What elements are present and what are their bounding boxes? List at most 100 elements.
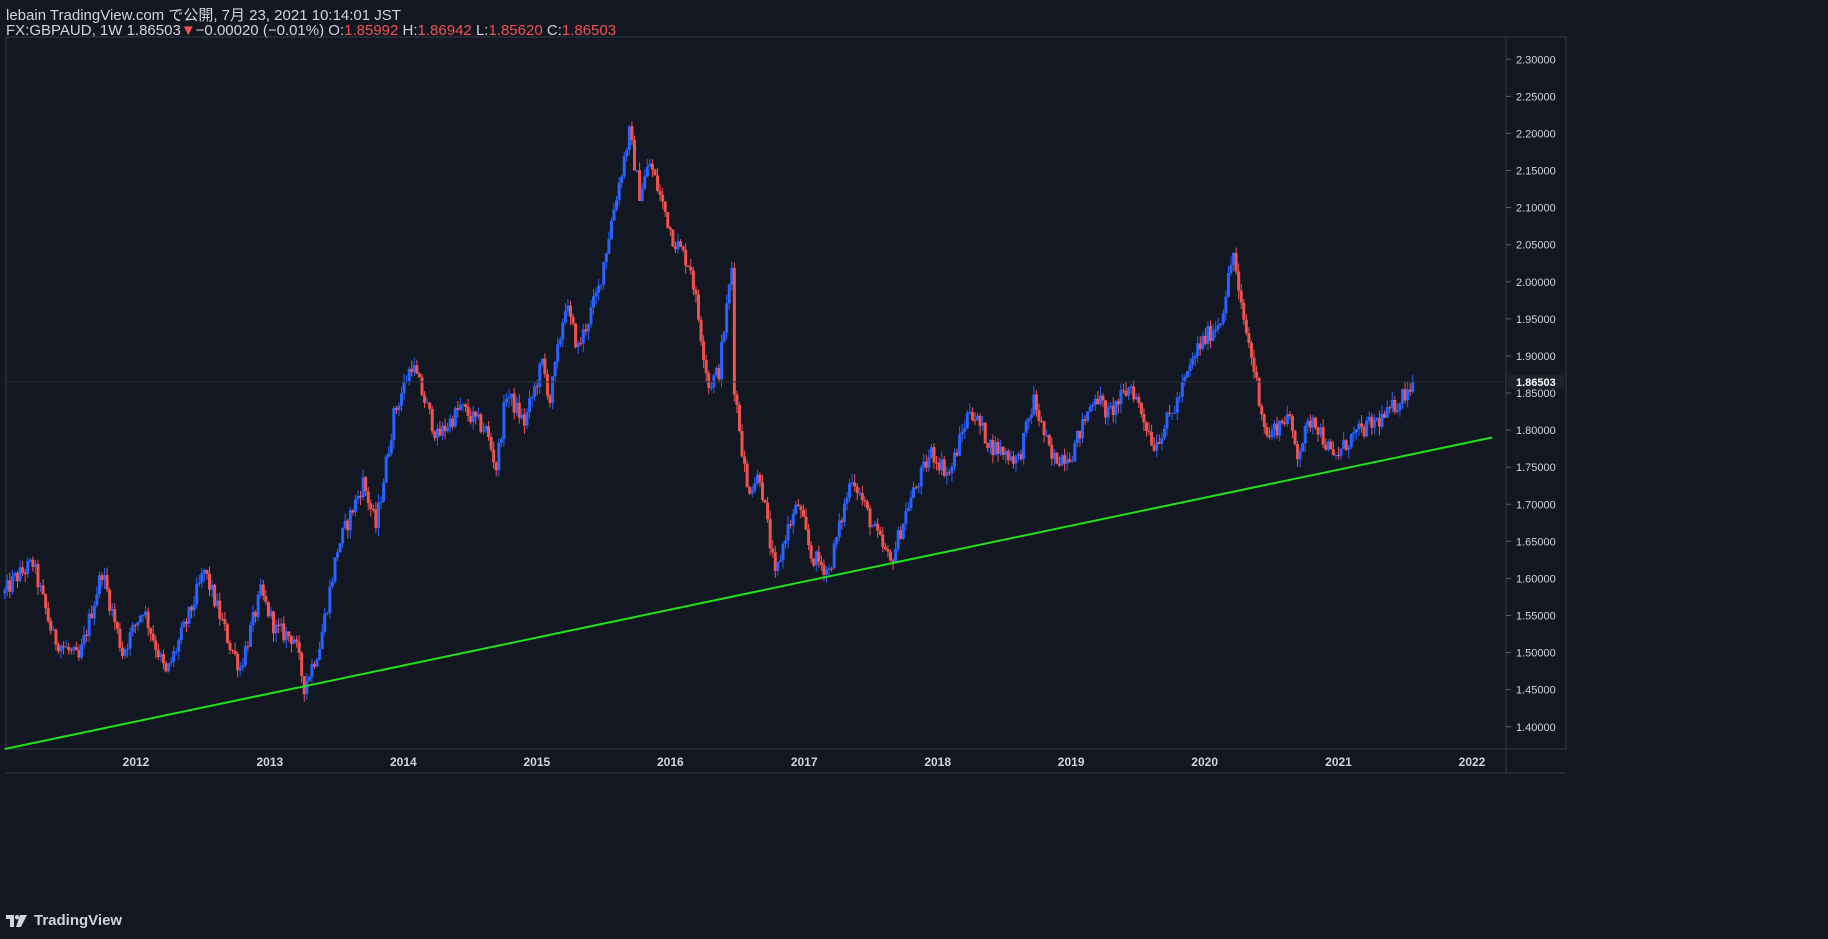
support-trendline[interactable] xyxy=(4,436,1493,750)
candle-body xyxy=(1255,371,1259,378)
candle-body xyxy=(976,415,980,421)
candle-body xyxy=(640,188,644,201)
candle-body xyxy=(860,493,864,501)
candle-body xyxy=(292,639,296,644)
candle-body xyxy=(571,316,575,324)
price-tick-label: 1.90000 xyxy=(1516,351,1556,363)
candle-body xyxy=(1262,414,1266,428)
time-tick-label: 2017 xyxy=(791,755,818,769)
brand-logo[interactable]: TradingView xyxy=(6,912,122,929)
candle-body xyxy=(402,381,406,394)
candle-body xyxy=(51,629,55,631)
candle-body xyxy=(753,483,757,491)
candle-body xyxy=(1016,454,1020,456)
candle-body xyxy=(599,284,603,286)
candle-body xyxy=(917,486,921,488)
candle-body xyxy=(369,503,373,509)
candle-body xyxy=(592,296,596,308)
candle-body xyxy=(1316,427,1320,435)
candle-body xyxy=(663,201,667,213)
candle-body xyxy=(750,490,754,494)
candle-body xyxy=(1360,423,1364,427)
candle-body xyxy=(1347,447,1351,450)
candle-body xyxy=(343,520,347,528)
candle-body xyxy=(328,586,332,613)
candle-body xyxy=(361,477,365,498)
price-axis[interactable]: 2.30000 2.25000 2.20000 2.15000 2.10000 2.050… xyxy=(6,54,1564,734)
candle-body xyxy=(801,509,805,517)
candle-body xyxy=(855,486,859,494)
candle-body xyxy=(709,387,713,389)
time-tick-label: 2020 xyxy=(1191,755,1218,769)
candle-body xyxy=(722,332,726,342)
publish-text: lebain TradingView.com で公開, 7月 23, 2021 … xyxy=(6,7,401,24)
trendline-layer[interactable] xyxy=(4,436,1493,750)
candle-body xyxy=(466,406,470,417)
candle-body xyxy=(822,565,826,575)
candle-body xyxy=(755,474,759,484)
candle-body xyxy=(901,523,905,539)
candle-body xyxy=(1290,416,1294,431)
candle-body xyxy=(333,557,337,582)
candle-body xyxy=(630,126,634,141)
candle-body xyxy=(282,623,286,641)
candle-body xyxy=(771,548,775,553)
candle-body xyxy=(1032,394,1036,415)
candle-body xyxy=(807,529,811,546)
candle-body xyxy=(330,581,334,587)
candle-body xyxy=(1006,451,1010,461)
candle-body xyxy=(899,530,903,539)
candle-body xyxy=(3,590,7,594)
price-tick-label: 1.40000 xyxy=(1516,722,1556,734)
candle-body xyxy=(10,576,14,592)
candle-body xyxy=(1226,272,1230,297)
candle-body xyxy=(832,543,836,569)
candle-body xyxy=(1216,324,1220,330)
candle-body xyxy=(635,170,639,172)
candle-body xyxy=(123,649,127,656)
candle-body xyxy=(159,654,163,658)
candle-body xyxy=(126,648,130,650)
price-tick-label: 1.75000 xyxy=(1516,462,1556,474)
candle-body xyxy=(1313,417,1317,428)
candle-body xyxy=(1334,455,1338,457)
candle-body xyxy=(1196,343,1200,356)
candle-body xyxy=(484,426,488,431)
candle-body xyxy=(1242,302,1246,320)
price-tick-label: 2.15000 xyxy=(1516,166,1556,178)
candle-body xyxy=(1114,401,1118,416)
candle-body xyxy=(740,431,744,457)
candle-body xyxy=(548,395,552,403)
candle-body xyxy=(789,524,793,526)
candle-body xyxy=(215,600,219,607)
candle-body xyxy=(666,212,670,228)
candle-body xyxy=(999,446,1003,454)
candle-body xyxy=(737,404,741,432)
candle-body xyxy=(1188,364,1192,372)
candle-body xyxy=(351,510,355,513)
candle-body xyxy=(297,641,301,653)
candle-body xyxy=(1075,430,1079,443)
time-axis[interactable]: 2012 2013 2014 2015 2016 2017 2018 2019 2020 2021… xyxy=(123,755,1486,769)
candle-body xyxy=(1203,335,1207,344)
candle-body xyxy=(517,402,521,419)
candle-body xyxy=(1129,386,1133,389)
candle-body xyxy=(912,487,916,498)
candle-body xyxy=(410,368,414,373)
candle-body xyxy=(1091,404,1095,407)
candle-body xyxy=(835,536,839,544)
candle-body xyxy=(1109,405,1113,408)
candle-body xyxy=(197,582,201,585)
candle-body xyxy=(1283,422,1287,425)
candle-body xyxy=(146,611,150,629)
candle-body xyxy=(978,415,982,426)
candle-body xyxy=(1162,428,1166,439)
candle-body xyxy=(246,646,250,648)
candle-body xyxy=(656,175,660,191)
candle-body xyxy=(476,414,480,417)
candle-body xyxy=(1260,405,1264,415)
candle-body xyxy=(289,636,293,644)
candle-body xyxy=(1308,420,1312,428)
last-price-label: 1.86503 xyxy=(1516,377,1556,389)
